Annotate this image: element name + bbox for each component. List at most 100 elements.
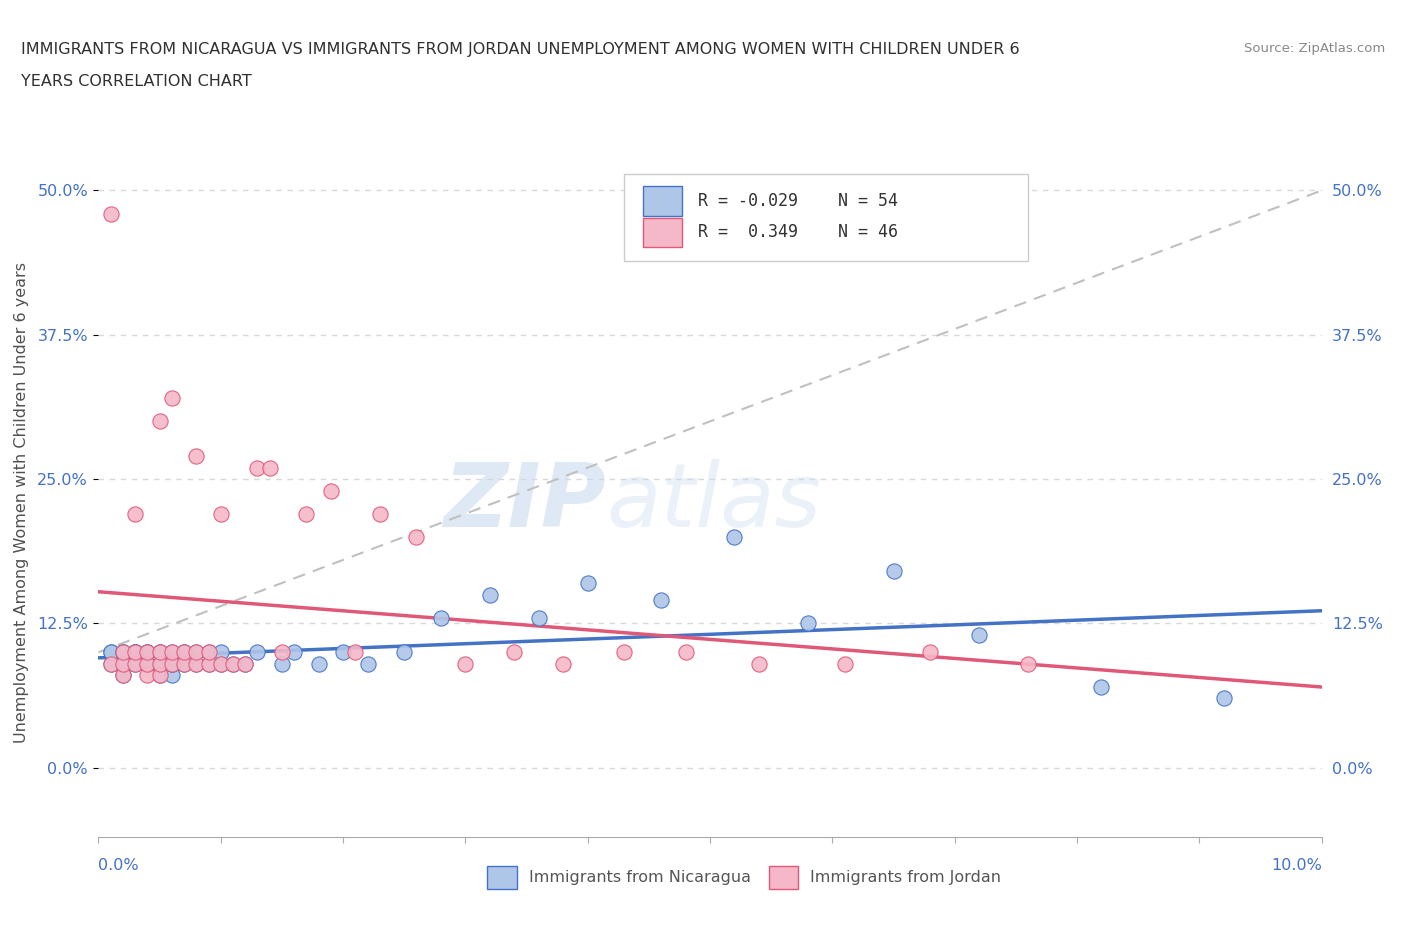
Point bbox=[149, 657, 172, 671]
Point bbox=[344, 644, 367, 659]
Point bbox=[149, 657, 172, 671]
Point bbox=[173, 644, 195, 659]
Point bbox=[209, 657, 232, 671]
Point bbox=[173, 644, 195, 659]
Text: IMMIGRANTS FROM NICARAGUA VS IMMIGRANTS FROM JORDAN UNEMPLOYMENT AMONG WOMEN WIT: IMMIGRANTS FROM NICARAGUA VS IMMIGRANTS … bbox=[21, 42, 1019, 57]
Point bbox=[111, 657, 134, 671]
Point bbox=[136, 644, 159, 659]
Text: ZIP: ZIP bbox=[443, 458, 606, 546]
Point bbox=[160, 657, 183, 671]
Point bbox=[149, 644, 172, 659]
Point bbox=[160, 668, 183, 683]
Point bbox=[160, 657, 183, 671]
FancyBboxPatch shape bbox=[643, 218, 682, 247]
Point bbox=[186, 448, 208, 463]
Point bbox=[111, 644, 134, 659]
Point bbox=[124, 644, 146, 659]
Point bbox=[173, 657, 195, 671]
Point bbox=[246, 460, 269, 475]
Point bbox=[478, 587, 501, 602]
Point bbox=[1212, 691, 1234, 706]
Point bbox=[100, 206, 122, 221]
Point bbox=[834, 657, 856, 671]
Text: YEARS CORRELATION CHART: YEARS CORRELATION CHART bbox=[21, 74, 252, 89]
Point bbox=[136, 644, 159, 659]
Point bbox=[100, 644, 122, 659]
Point bbox=[111, 668, 134, 683]
Point bbox=[186, 657, 208, 671]
Point bbox=[392, 644, 416, 659]
FancyBboxPatch shape bbox=[769, 866, 799, 888]
Point bbox=[967, 628, 990, 643]
Point bbox=[295, 506, 318, 521]
Point bbox=[124, 644, 146, 659]
Point bbox=[160, 391, 183, 405]
Point bbox=[100, 644, 122, 659]
Point bbox=[233, 657, 256, 671]
Point bbox=[723, 529, 745, 544]
Text: Immigrants from Nicaragua: Immigrants from Nicaragua bbox=[529, 870, 751, 884]
Point bbox=[319, 484, 342, 498]
Text: 0.0%: 0.0% bbox=[98, 857, 139, 872]
Point bbox=[149, 644, 172, 659]
Point bbox=[136, 644, 159, 659]
Point bbox=[160, 644, 183, 659]
Point bbox=[246, 644, 269, 659]
FancyBboxPatch shape bbox=[643, 186, 682, 216]
Point bbox=[197, 657, 219, 671]
Point bbox=[197, 644, 219, 659]
Point bbox=[553, 657, 575, 671]
Point bbox=[197, 644, 219, 659]
Point bbox=[160, 644, 183, 659]
Point bbox=[613, 644, 636, 659]
Point bbox=[259, 460, 281, 475]
Point bbox=[797, 616, 820, 631]
Point bbox=[149, 657, 172, 671]
Point bbox=[124, 506, 146, 521]
Point bbox=[124, 657, 146, 671]
FancyBboxPatch shape bbox=[624, 174, 1028, 261]
Point bbox=[111, 657, 134, 671]
Point bbox=[356, 657, 378, 671]
Point bbox=[209, 506, 232, 521]
Point bbox=[100, 657, 122, 671]
Point bbox=[576, 576, 599, 591]
Point bbox=[222, 657, 245, 671]
Point bbox=[270, 657, 292, 671]
Point bbox=[308, 657, 330, 671]
Point bbox=[149, 414, 172, 429]
Point bbox=[186, 644, 208, 659]
Point bbox=[675, 644, 697, 659]
Text: Source: ZipAtlas.com: Source: ZipAtlas.com bbox=[1244, 42, 1385, 55]
Point bbox=[283, 644, 305, 659]
Point bbox=[136, 668, 159, 683]
Point bbox=[209, 644, 232, 659]
Point bbox=[100, 657, 122, 671]
Point bbox=[368, 506, 391, 521]
Point bbox=[149, 668, 172, 683]
Point bbox=[173, 657, 195, 671]
Text: Immigrants from Jordan: Immigrants from Jordan bbox=[810, 870, 1001, 884]
Point bbox=[883, 564, 905, 578]
Point bbox=[124, 644, 146, 659]
Point bbox=[650, 593, 672, 608]
Point bbox=[920, 644, 942, 659]
Point bbox=[270, 644, 292, 659]
Point bbox=[186, 644, 208, 659]
Point bbox=[124, 657, 146, 671]
Point bbox=[173, 644, 195, 659]
Point bbox=[233, 657, 256, 671]
Point bbox=[748, 657, 770, 671]
Point bbox=[111, 644, 134, 659]
Point bbox=[527, 610, 550, 625]
Point bbox=[111, 668, 134, 683]
Point bbox=[160, 657, 183, 671]
Point bbox=[136, 657, 159, 671]
Point bbox=[136, 657, 159, 671]
Text: R =  0.349    N = 46: R = 0.349 N = 46 bbox=[697, 223, 898, 242]
Y-axis label: Unemployment Among Women with Children Under 6 years: Unemployment Among Women with Children U… bbox=[14, 261, 28, 743]
Point bbox=[186, 657, 208, 671]
Point bbox=[149, 668, 172, 683]
Point bbox=[430, 610, 453, 625]
Point bbox=[124, 644, 146, 659]
